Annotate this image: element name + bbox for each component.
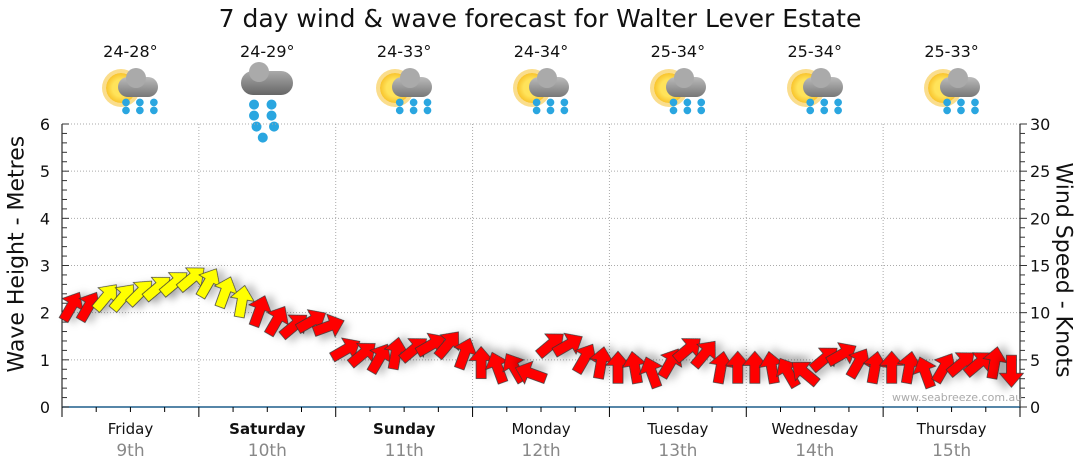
y2-tick-label: 10: [1030, 304, 1050, 323]
day-forecast: 25-33° ● ● ● ● ● ●: [902, 42, 1002, 121]
sun-cloud-rain-icon: ● ● ● ● ● ●: [100, 65, 160, 121]
wind-arrow: [588, 346, 615, 380]
wind-arrow: [551, 332, 583, 358]
wind-arrow: [91, 284, 117, 313]
y-tick-label: 3: [40, 257, 50, 276]
y2-tick-label: 15: [1030, 257, 1050, 276]
temperature-range: 24-28°: [103, 42, 158, 61]
day-forecast: 24-34° ● ● ● ● ● ●: [491, 42, 591, 121]
day-name: Friday: [107, 420, 154, 438]
y2-tick-label: 5: [1030, 351, 1040, 370]
wind-arrow: [468, 346, 494, 379]
day-date: 11th: [384, 441, 424, 461]
day-forecast: 24-33° ● ● ● ● ● ●: [354, 42, 454, 121]
wind-arrow: [998, 354, 1025, 388]
wind-arrow: [931, 353, 956, 385]
wind-arrow: [453, 337, 478, 371]
day-label: Wednesday 14th: [746, 420, 883, 461]
wind-arrow: [433, 331, 460, 361]
temperature-range: 24-29°: [240, 42, 295, 61]
day-label: Thursday 15th: [883, 420, 1020, 461]
y-tick-label: 6: [40, 115, 50, 134]
day-date: 9th: [116, 441, 145, 461]
wind-arrow: [484, 351, 509, 385]
wind-arrow: [213, 276, 238, 310]
temperature-range: 25-34°: [787, 42, 842, 61]
wind-arrow: [724, 350, 751, 384]
wind-arrow: [845, 348, 871, 380]
sun-cloud-rain-icon: ● ● ● ● ● ●: [374, 65, 434, 121]
y2-tick-label: 25: [1030, 162, 1050, 181]
day-date: 15th: [932, 441, 972, 461]
wind-arrow: [896, 351, 923, 385]
day-date: 10th: [247, 441, 287, 461]
wind-arrow: [58, 291, 84, 324]
wind-arrow: [311, 313, 345, 338]
day-date: 14th: [795, 441, 835, 461]
wind-arrow: [791, 361, 821, 388]
day-date: 12th: [521, 441, 561, 461]
day-date: 13th: [658, 441, 698, 461]
day-name: Tuesday: [647, 420, 709, 438]
day-name: Saturday: [229, 420, 306, 438]
wind-arrow: [515, 360, 548, 385]
wind-arrow: [383, 336, 409, 371]
day-label: Saturday 10th: [199, 420, 336, 461]
wind-arrow: [690, 340, 716, 370]
wind-arrow: [912, 356, 937, 390]
sun-cloud-rain-icon: ● ● ● ● ● ●: [922, 65, 982, 121]
wind-arrow: [195, 268, 221, 300]
wind-arrow: [671, 338, 701, 364]
wind-arrow: [708, 351, 734, 385]
y-axis-label-right: Wind Speed - Knots: [1050, 162, 1076, 378]
temperature-range: 25-34°: [650, 42, 706, 61]
temperature-range: 24-33°: [376, 42, 432, 61]
y-tick-label: 2: [40, 304, 50, 323]
day-forecast: 25-34° ● ● ● ● ● ●: [628, 42, 728, 121]
wind-arrow: [878, 350, 905, 384]
wind-arrow: [742, 350, 768, 384]
wind-arrow: [229, 284, 255, 319]
day-label: Friday 9th: [62, 420, 199, 461]
day-name: Monday: [511, 420, 571, 438]
wind-arrow: [571, 343, 597, 375]
y2-tick-label: 30: [1030, 115, 1050, 134]
wind-arrow: [264, 306, 289, 338]
y-tick-label: 1: [40, 351, 50, 370]
wind-arrow: [638, 356, 663, 390]
day-name: Sunday: [373, 420, 436, 438]
wind-arrow: [621, 351, 648, 385]
wind-arrow: [862, 351, 888, 385]
day-forecast: 24-29° ● ● ● ● ● ● ●: [217, 42, 317, 144]
wind-arrow: [982, 346, 1008, 380]
wind-arrow: [605, 350, 631, 384]
day-name: Thursday: [916, 420, 987, 438]
wind-arrow: [366, 343, 392, 375]
watermark: www.seabreeze.com.au: [892, 391, 1023, 404]
y2-tick-label: 0: [1030, 398, 1040, 417]
heavy-rain-cloud-icon: ● ● ● ● ● ● ●: [237, 62, 297, 144]
day-name: Wednesday: [771, 420, 859, 438]
chart-title: 7 day wind & wave forecast for Walter Le…: [218, 4, 862, 33]
y2-tick-label: 20: [1030, 209, 1050, 228]
y-axis-label-left: Wave Height - Metres: [4, 135, 30, 373]
sun-cloud-rain-icon: ● ● ● ● ● ●: [511, 65, 571, 121]
y-tick-label: 0: [40, 398, 50, 417]
temperature-range: 25-33°: [924, 42, 979, 61]
day-label: Tuesday 13th: [609, 420, 746, 461]
temperature-range: 24-34°: [513, 42, 569, 61]
day-label: Sunday 11th: [336, 420, 473, 461]
wind-arrow: [247, 295, 272, 328]
sun-cloud-rain-icon: ● ● ● ● ● ●: [785, 65, 845, 121]
day-label: Monday 12th: [473, 420, 610, 461]
day-forecast: 24-28° ● ● ● ● ● ●: [80, 42, 180, 121]
day-forecast: 25-34° ● ● ● ● ● ●: [765, 42, 865, 121]
y-tick-label: 5: [40, 162, 50, 181]
sun-cloud-rain-icon: ● ● ● ● ● ●: [648, 65, 708, 121]
y-tick-label: 4: [40, 209, 50, 228]
